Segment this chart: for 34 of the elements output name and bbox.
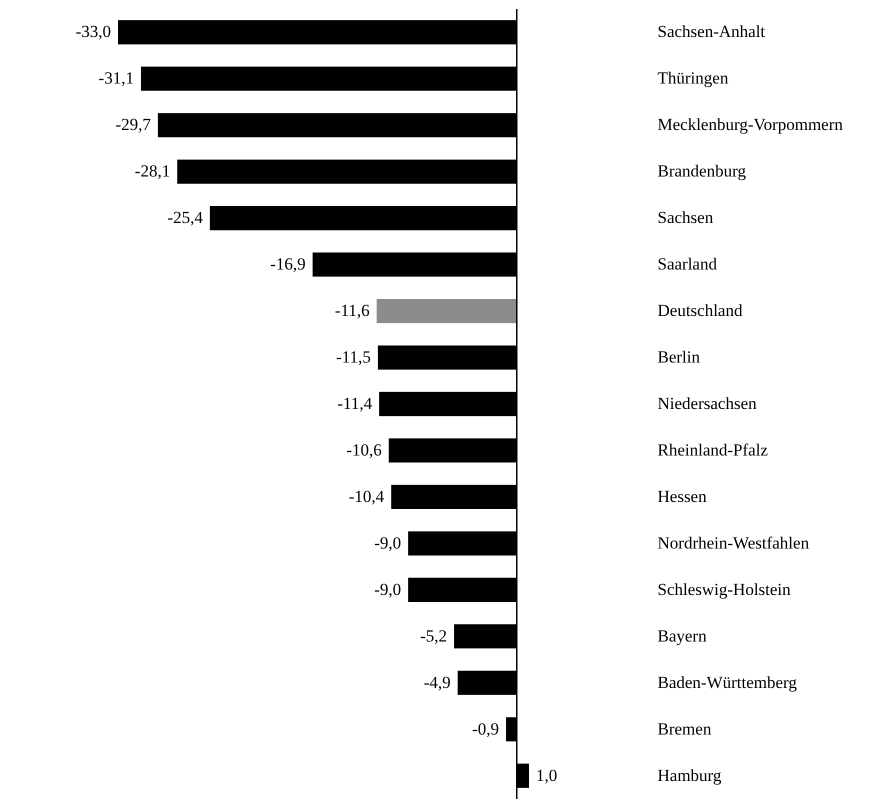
y-tick-label: Schleswig-Holstein [658, 580, 792, 599]
y-tick-label: Sachsen [658, 208, 714, 228]
y-tick-label: Rheinland-Pfalz [658, 440, 768, 460]
data-label: -16,9 [270, 254, 306, 274]
y-tick-label: Niedersachsen [658, 394, 758, 413]
data-label: -10,4 [348, 486, 385, 506]
y-tick-label: Hamburg [658, 766, 722, 785]
y-tick-label: Mecklenburg-Vorpommern [658, 115, 844, 134]
data-label: -10,6 [346, 440, 382, 460]
data-label: -11,5 [336, 348, 371, 367]
data-label: -4,9 [424, 672, 451, 692]
y-tick-label: Nordrhein-Westfahlen [658, 533, 810, 552]
data-label: -9,0 [374, 580, 402, 599]
y-tick-label: Hessen [658, 486, 708, 506]
y-tick-label: Bremen [658, 719, 712, 738]
data-label: -31,1 [98, 68, 134, 88]
data-label: -5,2 [420, 626, 448, 646]
y-tick-label: Deutschland [658, 301, 743, 320]
data-label: -11,4 [337, 394, 373, 413]
data-label: -11,6 [334, 301, 370, 320]
y-tick-label: Brandenburg [658, 162, 746, 181]
data-label: -0,9 [472, 719, 500, 738]
data-label: -29,7 [115, 115, 152, 134]
y-tick-label: Baden-Württemberg [658, 672, 798, 692]
data-label: -9,0 [374, 533, 402, 552]
y-tick-label: Berlin [658, 348, 700, 367]
y-tick-label: Saarland [658, 254, 718, 274]
data-label: 1,0 [536, 766, 558, 785]
data-label: -25,4 [167, 208, 204, 228]
y-tick-label: Bayern [658, 626, 708, 646]
data-label: -33,0 [76, 22, 111, 42]
y-tick-label: Thüringen [658, 68, 729, 88]
data-label: -28,1 [134, 162, 170, 181]
y-tick-label: Sachsen-Anhalt [658, 22, 766, 42]
